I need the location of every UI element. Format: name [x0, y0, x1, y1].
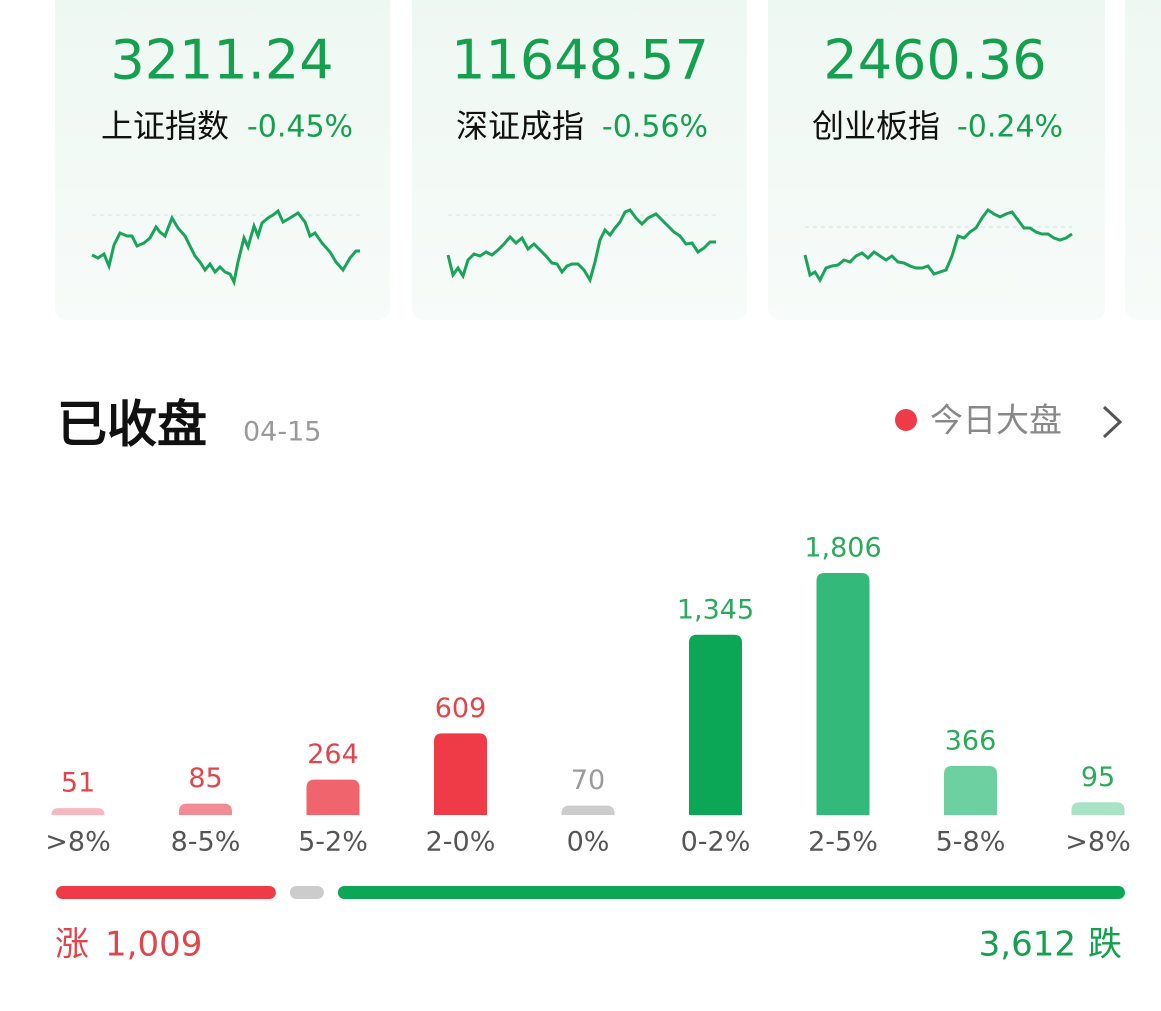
index-card[interactable]: 3211.24 上证指数 -0.45% [55, 0, 390, 320]
index-name: 创业板指 [812, 107, 940, 145]
card-bg [768, 0, 1105, 320]
category-label: 0% [567, 827, 610, 858]
bar [434, 733, 487, 815]
market-link[interactable]: 今日大盘 [895, 401, 1123, 440]
index-change: -0.24% [957, 110, 1063, 145]
index-card[interactable]: 2460.36 创业板指 -0.24% [768, 0, 1105, 320]
bar [944, 765, 997, 815]
ratio-segment [337, 886, 1125, 899]
chevron [1102, 405, 1123, 439]
down-count: 3,612 [979, 925, 1076, 965]
value-label: 51 [61, 768, 95, 799]
category-label: 2-0% [426, 827, 496, 858]
category-label: 5-2% [298, 827, 368, 858]
card-bg [412, 0, 747, 320]
category-label: 0-2% [681, 827, 751, 858]
card-bg [55, 0, 390, 320]
card-bg [1125, 0, 1161, 320]
up-label: 涨 [55, 925, 89, 965]
link-text: 今日大盘 [930, 401, 1062, 440]
ratio-segment [289, 886, 324, 899]
distribution-chart: 51 >8% 85 8-5% 264 5-2% 609 2-0% 70 0% 1,345 0-2% 1,… [45, 533, 1131, 899]
category-label: >8% [1065, 827, 1130, 858]
category-label: 2-5% [808, 827, 878, 858]
value-label: 609 [435, 693, 487, 724]
category-label: 5-8% [936, 827, 1006, 858]
status-title: 已收盘 [57, 396, 207, 454]
value-label: 264 [307, 739, 359, 770]
category-label: 8-5% [171, 827, 241, 858]
index-change: -0.56% [602, 110, 708, 145]
index-change: -0.45% [247, 110, 353, 145]
status-date: 04-15 [243, 417, 321, 448]
index-value: 3211.24 [110, 29, 333, 92]
sparkline [446, 208, 716, 284]
dot [895, 409, 917, 431]
sparkline [91, 208, 360, 287]
index-value: 2460.36 [823, 29, 1046, 92]
ratio-segment [56, 886, 276, 899]
value-label: 95 [1081, 762, 1115, 793]
index-name: 上证指数 [101, 107, 229, 145]
bar [306, 779, 360, 815]
value-label: 85 [188, 763, 222, 794]
value-label: 1,806 [804, 533, 881, 564]
bar [51, 808, 105, 815]
down-label: 跌 [1088, 925, 1122, 965]
sparkline [803, 207, 1073, 284]
bar [816, 573, 870, 815]
bar [179, 803, 232, 815]
value-label: 1,345 [677, 594, 754, 625]
value-label: 366 [945, 725, 997, 756]
index-card[interactable]: 11648.57 深证成指 -0.56% [412, 0, 747, 320]
value-label: 70 [571, 765, 605, 796]
index-name: 深证成指 [456, 107, 584, 145]
bar [689, 634, 742, 815]
category-label: >8% [45, 827, 110, 858]
bar [561, 805, 615, 815]
index-value: 11648.57 [451, 29, 709, 92]
up-count: 1,009 [105, 925, 202, 965]
bar [1071, 802, 1125, 815]
